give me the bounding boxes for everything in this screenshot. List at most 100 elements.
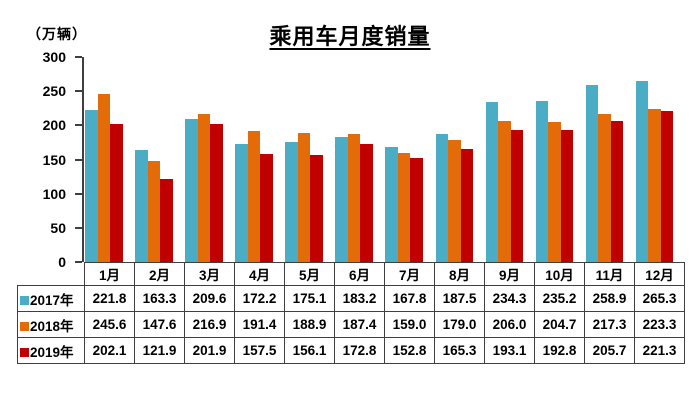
legend-swatch: [20, 296, 29, 305]
bar-2017年-12月: [635, 80, 649, 262]
value-cell: 234.3: [484, 285, 535, 312]
bar-2018年-11月: [598, 113, 611, 262]
value-cell: 179.0: [434, 311, 485, 338]
bar-2017年-10月: [535, 101, 549, 262]
value-cell: 156.1: [284, 337, 335, 364]
bar-2017年-3月: [185, 118, 198, 262]
value-cell: 265.3: [634, 285, 685, 312]
bar-2019年-6月: [360, 143, 373, 262]
table-corner-ghost-cell: [18, 263, 85, 286]
bar-group-6月: [334, 57, 384, 262]
value-cell: 157.5: [234, 337, 285, 364]
value-cell: 187.5: [434, 285, 485, 312]
value-cell: 172.8: [334, 337, 385, 364]
value-cell: 235.2: [534, 285, 585, 312]
bar-2019年-8月: [460, 149, 474, 262]
series-row-2017年: 2017年 221.8 163.3 209.6 172.2 175.1 183.2 167.8…: [17, 285, 685, 312]
bar-2018年-4月: [247, 131, 261, 262]
value-cell: 205.7: [584, 337, 635, 364]
value-cell: 217.3: [584, 311, 635, 338]
bar-2018年-9月: [498, 121, 511, 262]
bar-2017年-1月: [85, 110, 98, 262]
value-cell: 192.8: [534, 337, 585, 364]
bar-2019年-5月: [310, 155, 323, 262]
y-tick-label: 100: [42, 185, 66, 202]
value-cell: 202.1: [84, 337, 135, 364]
y-tick-mark: [75, 192, 82, 195]
bar-2019年-2月: [160, 178, 173, 262]
bar-2018年-12月: [648, 109, 661, 262]
bar-2019年-1月: [110, 123, 123, 262]
value-cell: 121.9: [134, 337, 185, 364]
series-name-label: 2018年: [30, 318, 74, 334]
month-header-cell: 12月: [634, 262, 685, 286]
bar-2018年-6月: [347, 133, 361, 262]
series-row-2018年: 2018年 245.6 147.6 216.9 191.4 188.9 187.4 159.0…: [17, 311, 685, 338]
y-tick-mark: [75, 124, 82, 127]
month-header-cell: 9月: [484, 262, 535, 286]
value-cell: 193.1: [484, 337, 535, 364]
month-header-cell: 2月: [134, 262, 185, 286]
series-name-label: 2017年: [30, 292, 74, 308]
bar-2019年-9月: [510, 130, 524, 262]
bar-2018年-2月: [147, 161, 161, 262]
y-tick-label: 200: [42, 117, 66, 134]
bar-group-9月: [485, 57, 535, 262]
data-table-body: 1月 2月 3月 4月 5月 6月 7月 8月 9月 10月 11月 12月 2017年 221.8 163…: [17, 262, 685, 364]
bar-2019年-7月: [410, 157, 423, 262]
value-cell: 163.3: [134, 285, 185, 312]
bar-group-4月: [234, 57, 284, 262]
bar-group-2月: [134, 57, 184, 262]
value-cell: 204.7: [534, 311, 585, 338]
bar-2018年-7月: [397, 153, 411, 262]
month-header-cell: 8月: [434, 262, 485, 286]
data-table: 1月 2月 3月 4月 5月 6月 7月 8月 9月 10月 11月 12月 2017年 221.8 163…: [17, 262, 685, 364]
value-cell: 175.1: [284, 285, 335, 312]
y-tick-mark: [75, 261, 82, 263]
value-cell: 167.8: [384, 285, 435, 312]
series-row-header: 2018年: [17, 311, 85, 338]
bar-2017年-6月: [335, 136, 348, 262]
bar-2017年-2月: [135, 150, 148, 262]
bar-group-7月: [384, 57, 434, 262]
month-header-cell: 4月: [234, 262, 285, 286]
bar-group-1月: [84, 57, 134, 262]
month-header-cell: 5月: [284, 262, 335, 286]
bar-group-11月: [585, 57, 635, 262]
bar-group-8月: [435, 57, 485, 262]
bar-2018年-1月: [97, 94, 110, 262]
y-tick-label: 250: [42, 83, 66, 100]
plot-area: [75, 56, 685, 263]
value-cell: 147.6: [134, 311, 185, 338]
value-cell: 188.9: [284, 311, 335, 338]
bar-2019年-12月: [660, 110, 674, 262]
month-header-cell: 7月: [384, 262, 435, 286]
value-cell: 159.0: [384, 311, 435, 338]
value-cell: 245.6: [84, 311, 135, 338]
value-cell: 206.0: [484, 311, 535, 338]
month-header-cell: 10月: [534, 262, 585, 286]
chart-title: 乘用车月度销量: [269, 24, 431, 49]
series-row-header: 2019年: [17, 337, 85, 364]
value-cell: 258.9: [584, 285, 635, 312]
value-cell: 221.8: [84, 285, 135, 312]
bar-2019年-11月: [610, 121, 624, 262]
bar-group-3月: [184, 57, 234, 262]
bar-2019年-4月: [260, 154, 273, 262]
bar-2018年-5月: [297, 132, 311, 262]
bar-2017年-5月: [285, 142, 298, 262]
value-cell: 152.8: [384, 337, 435, 364]
bar-2017年-11月: [585, 85, 599, 262]
bar-2018年-3月: [197, 113, 211, 262]
value-cell: 209.6: [184, 285, 235, 312]
value-cell: 223.3: [634, 311, 685, 338]
y-tick-label: 0: [58, 254, 66, 270]
legend-swatch: [20, 322, 29, 331]
value-cell: 187.4: [334, 311, 385, 338]
bar-2017年-4月: [235, 144, 248, 262]
bars-layer: [84, 57, 685, 262]
value-cell: 165.3: [434, 337, 485, 364]
bar-2019年-10月: [560, 130, 574, 262]
y-tick-label: 50: [50, 219, 66, 236]
